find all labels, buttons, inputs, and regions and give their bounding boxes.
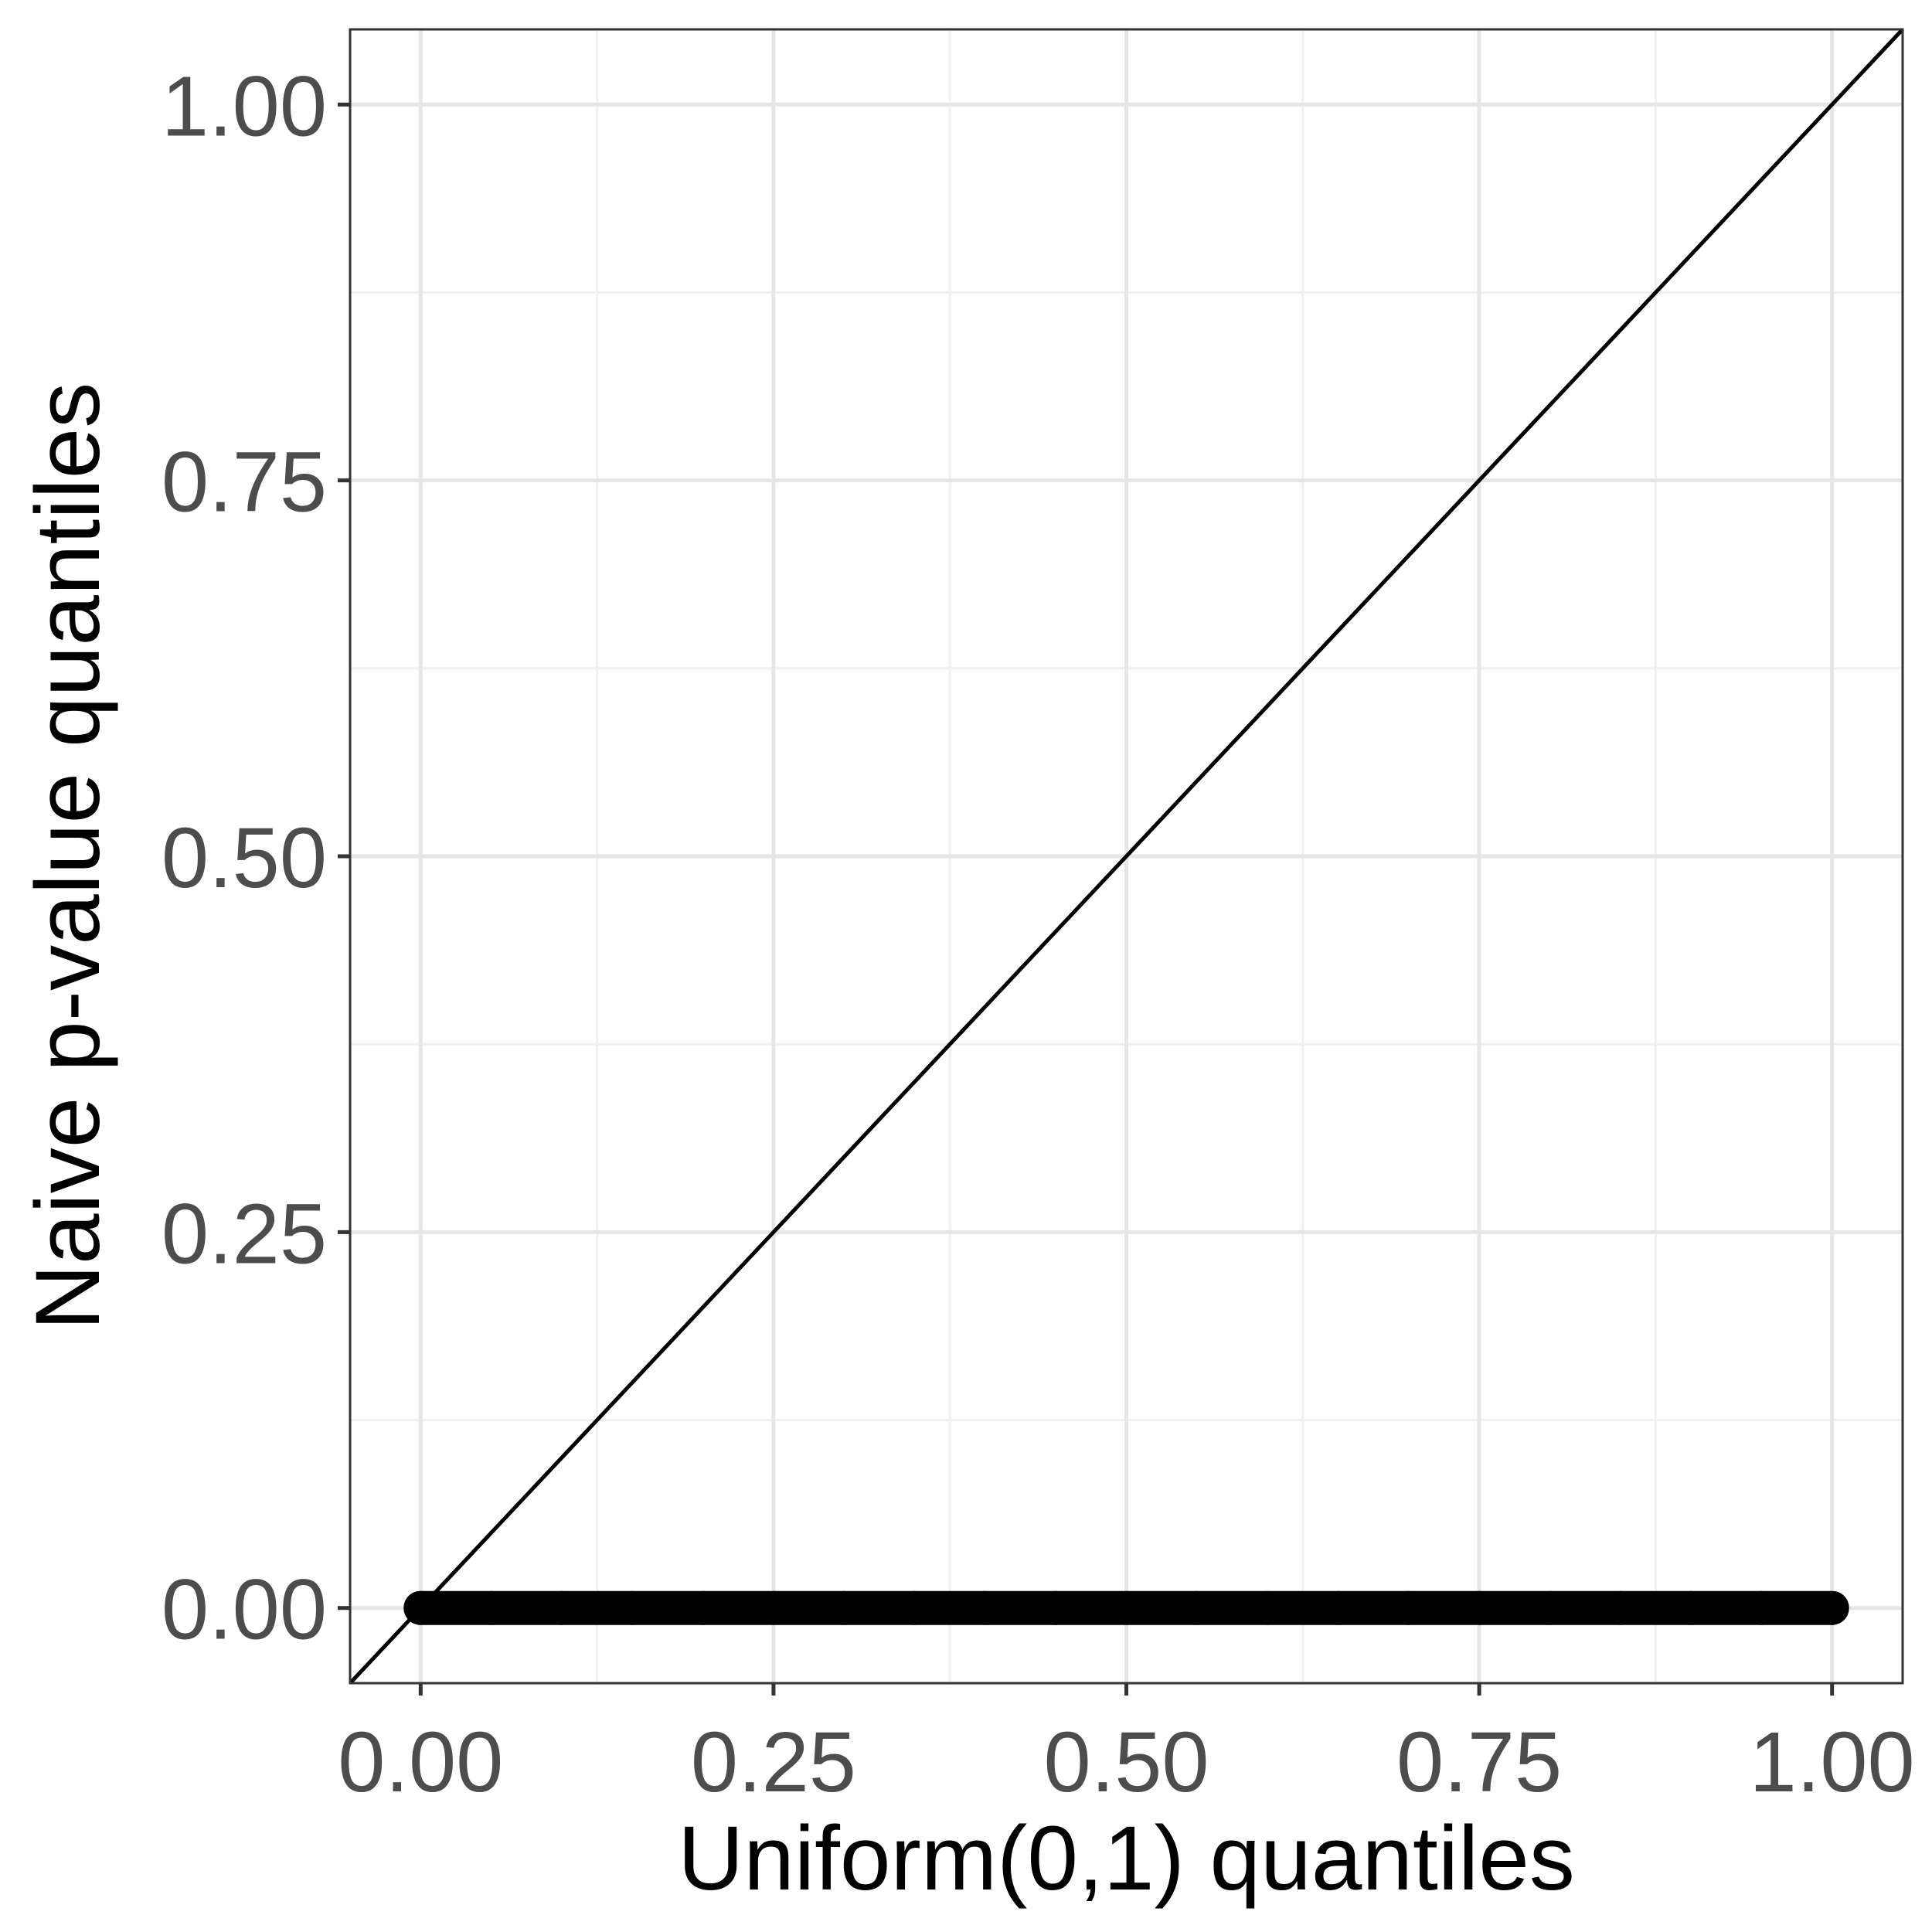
data-point [544,1590,579,1625]
data-point [1179,1590,1214,1625]
x-tick-label: 0.25 [691,1715,856,1810]
data-points [403,1590,1849,1625]
data-point [403,1590,438,1625]
data-point [1462,1590,1497,1625]
data-point [1109,1590,1144,1625]
data-point [1250,1590,1285,1625]
data-point [1321,1590,1355,1625]
data-point [1744,1590,1779,1625]
x-tick-label: 1.00 [1750,1715,1915,1810]
reference-line [349,28,1904,1685]
y-tick-label: 1.00 [162,59,327,154]
x-tick-label: 0.75 [1396,1715,1562,1810]
data-point [1815,1590,1849,1625]
data-point [1674,1590,1709,1625]
data-point [968,1590,1002,1625]
y-tick-label: 0.75 [162,435,327,530]
reference-line-group [349,28,1904,1685]
y-axis-ticks: 0.00 0.25 0.50 0.75 1.00 [162,59,350,1658]
x-tick-label: 0.00 [338,1715,503,1810]
data-point [1039,1590,1073,1625]
data-point [897,1590,932,1625]
y-tick-label: 0.25 [162,1186,327,1281]
y-axis-title: Naive p-value quantiles [17,383,119,1331]
x-axis-title: Uniform(0,1) quantiles [678,1808,1575,1910]
x-tick-label: 0.50 [1043,1715,1209,1810]
data-point [685,1590,720,1625]
data-point [1532,1590,1567,1625]
data-point [474,1590,509,1625]
data-point [1391,1590,1426,1625]
data-point [827,1590,862,1625]
x-axis-ticks: 0.00 0.25 0.50 0.75 1.00 [338,1683,1915,1810]
y-tick-label: 0.50 [162,811,327,906]
data-point [756,1590,791,1625]
data-point [615,1590,650,1625]
data-point [1603,1590,1638,1625]
y-tick-label: 0.00 [162,1563,327,1658]
